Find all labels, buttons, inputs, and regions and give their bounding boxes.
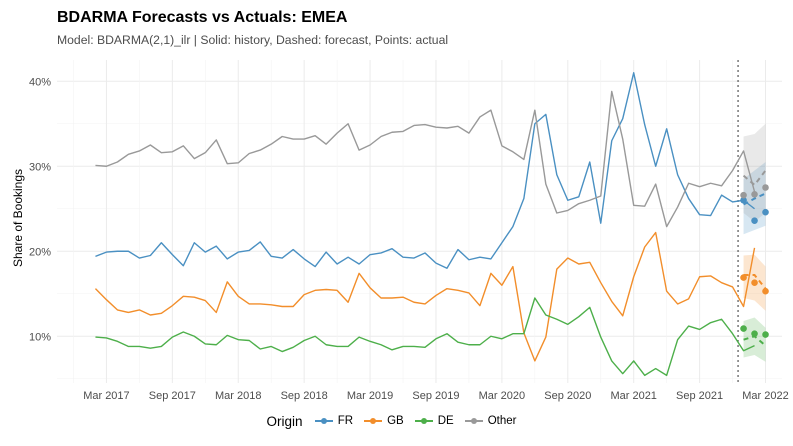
forecast-band-de xyxy=(743,317,766,362)
legend-label: GB xyxy=(387,415,404,428)
x-tick-label: Sep 2017 xyxy=(149,390,196,402)
actual-point-other xyxy=(740,191,747,199)
legend-key-fr xyxy=(314,415,334,427)
x-tick-label: Sep 2018 xyxy=(281,390,328,402)
chart-title: BDARMA Forecasts vs Actuals: EMEA xyxy=(57,9,348,26)
x-tick-label: Mar 2022 xyxy=(742,390,788,402)
forecast-line-fr xyxy=(743,192,766,206)
y-tick-label: 20% xyxy=(29,246,51,258)
actual-point-fr xyxy=(751,217,758,224)
legend-key-dot xyxy=(420,418,427,425)
x-tick-label: Sep 2020 xyxy=(544,390,591,402)
y-tick-label: 40% xyxy=(29,76,51,88)
legend-key-gb xyxy=(363,415,383,427)
x-tick-label: Sep 2021 xyxy=(676,390,723,402)
legend-key-dot xyxy=(470,418,477,425)
y-axis-title: Share of Bookings xyxy=(11,169,25,267)
legend-items: FR GB DE Other xyxy=(314,416,527,428)
actual-point-other xyxy=(751,191,758,198)
forecast-line-other xyxy=(742,169,767,187)
grid xyxy=(57,60,782,383)
legend-label: FR xyxy=(337,415,354,428)
forecast-line-gb xyxy=(743,274,767,290)
chart-plot: 10% 20% 30% 40% Mar 2017 Sep 2017 Mar 2018 Sep… xyxy=(11,60,789,402)
y-tick-label: 10% xyxy=(29,331,51,343)
actual-point-de xyxy=(762,331,769,338)
legend-item-other: Other xyxy=(464,415,517,428)
y-axis-ticks: 10% 20% 30% 40% xyxy=(29,76,51,343)
actual-point-de xyxy=(740,325,747,332)
legend: Origin FR GB DE Other xyxy=(0,414,793,429)
actual-point-gb xyxy=(740,274,747,281)
legend-key-dot xyxy=(370,418,377,425)
history-lines xyxy=(94,72,756,377)
forecast-band-other xyxy=(743,123,766,222)
legend-label: DE xyxy=(437,415,454,428)
x-tick-label: Mar 2021 xyxy=(610,390,656,402)
plot-background xyxy=(57,60,782,383)
actual-point-other xyxy=(762,184,769,191)
actual-point-gb xyxy=(751,279,758,287)
actual-point-gb xyxy=(762,287,769,295)
history-line-fr xyxy=(95,72,755,269)
actual-point-de xyxy=(751,330,758,338)
x-axis-ticks: Mar 2017 Sep 2017 Mar 2018 Sep 2018 Mar 2019… xyxy=(83,390,789,402)
legend-title: Origin xyxy=(266,414,303,429)
chart-subtitle: Model: BDARMA(2,1)_ilr | Solid: history,… xyxy=(57,33,449,47)
legend-key-dot xyxy=(320,418,327,425)
x-tick-label: Mar 2020 xyxy=(479,390,525,402)
x-tick-label: Sep 2019 xyxy=(412,390,459,402)
history-line-other xyxy=(95,90,756,228)
history-line-gb xyxy=(94,231,756,362)
actual-point-fr xyxy=(762,208,769,216)
x-tick-label: Mar 2019 xyxy=(347,390,393,402)
legend-item-gb: GB xyxy=(363,415,404,428)
legend-label: Other xyxy=(487,415,517,428)
x-tick-label: Mar 2018 xyxy=(215,390,261,402)
legend-key-de xyxy=(414,415,434,427)
y-tick-label: 30% xyxy=(29,161,51,173)
legend-item-de: DE xyxy=(414,415,454,428)
x-tick-label: Mar 2017 xyxy=(83,390,129,402)
actual-points xyxy=(740,184,769,338)
legend-item-fr: FR xyxy=(314,415,354,428)
history-line-de xyxy=(95,297,755,377)
actual-point-fr xyxy=(740,196,747,204)
legend-key-other xyxy=(464,415,484,427)
